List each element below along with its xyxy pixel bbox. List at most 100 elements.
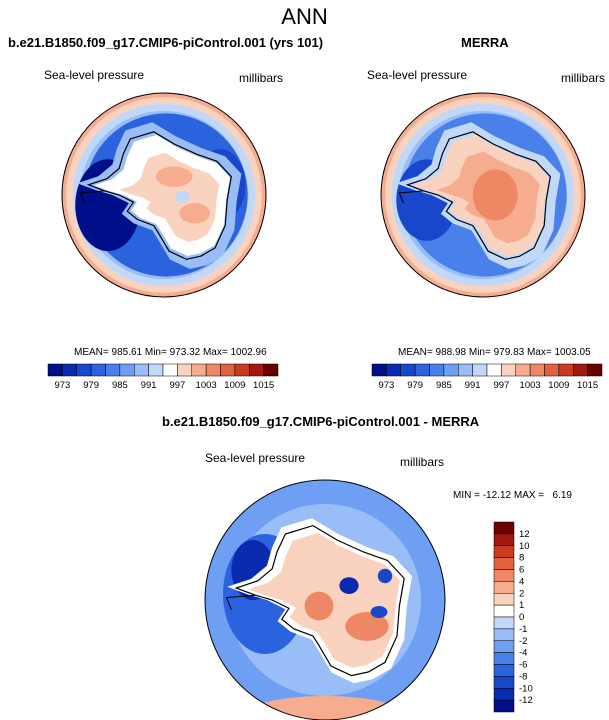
panel1-units: millibars — [239, 71, 284, 85]
map-3-group — [204, 479, 446, 720]
colorbar-3-swatch — [493, 521, 515, 535]
panel3-title: b.e21.B1850.f09_g17.CMIP6-piControl.001 … — [162, 414, 480, 429]
figure-title: ANN — [281, 4, 328, 29]
colorbar-1-swatch — [134, 363, 149, 377]
antarctica-coastline — [86, 131, 232, 260]
map-3-contour-band — [241, 696, 409, 720]
colorbar-3-tick-label: -4 — [519, 648, 527, 659]
map-3-contour-band — [377, 568, 393, 584]
map-2-contour-band — [385, 97, 581, 293]
colorbar-1-tick-label: 985 — [112, 380, 128, 391]
antarctica-coastline — [234, 524, 405, 677]
colorbar-3-tick-label: -6 — [519, 660, 527, 671]
colorbar-1-swatch — [249, 363, 264, 377]
colorbar-2-swatch — [414, 363, 430, 377]
colorbar-2-swatch — [544, 363, 560, 377]
colorbar-2-tick-label: 1003 — [520, 380, 541, 391]
map-3-contour-band — [304, 591, 334, 621]
colorbar-2-tick-label: 973 — [378, 380, 394, 391]
colorbar-2-swatch — [529, 363, 545, 377]
colorbar-2-tick-label: 991 — [465, 380, 481, 391]
colorbar-3-swatch — [493, 604, 515, 618]
colorbar-2-swatch — [371, 363, 387, 377]
map-2-contour-band — [381, 93, 585, 297]
colorbar-3-swatch — [493, 652, 515, 665]
colorbar-3-tick-label: -8 — [519, 671, 527, 682]
map-1-group — [61, 92, 267, 298]
map-1-contour-band — [66, 97, 262, 293]
colorbar-3-swatch — [493, 593, 515, 606]
colorbar-1-swatch — [220, 363, 236, 377]
antarctica-coastline — [405, 131, 551, 260]
map-2-contour-band — [391, 103, 575, 287]
panel3-stats: MIN = -12.12 MAX = 6.19 — [453, 490, 572, 501]
colorbar-3-swatch — [493, 664, 515, 677]
colorbar-3-tick-label: 0 — [519, 612, 524, 623]
colorbar-3-swatch — [493, 533, 515, 546]
colorbar-1: 973 979 985 991 997 1003 1009 1015 — [47, 363, 279, 391]
map-2-group — [380, 92, 586, 298]
colorbar-1-swatch — [234, 363, 250, 377]
map-2-frame — [380, 92, 586, 298]
colorbar-1-swatch — [119, 363, 135, 377]
colorbar-2-tick-label: 1009 — [548, 380, 569, 391]
colorbar-2-swatch — [587, 363, 603, 377]
colorbar-1-swatch — [105, 363, 121, 377]
colorbar-2-swatch — [501, 363, 516, 377]
panel1-title: b.e21.B1850.f09_g17.CMIP6-piControl.001 … — [8, 35, 324, 50]
panel2-variable: Sea-level pressure — [367, 68, 468, 82]
panel1-stats: MEAN= 985.61 Min= 973.32 Max= 1002.96 — [74, 347, 267, 358]
colorbar-2-swatch — [472, 363, 488, 377]
colorbar-1-swatch — [191, 363, 207, 377]
colorbar-3-tick-label: 8 — [519, 553, 524, 564]
colorbar-3-swatch — [493, 545, 515, 558]
map-1-contour-band — [155, 166, 193, 187]
panel3-units: millibars — [400, 455, 445, 469]
map-1-contour-band — [175, 190, 190, 204]
colorbar-1-tick-label: 979 — [83, 380, 99, 391]
colorbar-2-tick-label: 1015 — [577, 380, 598, 391]
map-1-contour-band — [62, 93, 266, 297]
colorbar-1-swatch — [62, 363, 77, 377]
colorbar-3-swatch — [493, 676, 515, 689]
colorbar-3-swatch — [493, 640, 515, 653]
colorbar-2-swatch — [429, 363, 445, 377]
colorbar-1-tick-label: 1009 — [224, 380, 245, 391]
colorbar-1-swatch — [148, 363, 164, 377]
colorbar-3-swatch — [493, 699, 515, 713]
colorbar-3-tick-label: -12 — [519, 695, 533, 706]
colorbar-3-tick-label: -10 — [519, 683, 533, 694]
map-1-contour-band — [179, 203, 210, 224]
colorbar-3-tick-label: 12 — [519, 529, 530, 540]
colorbar-2-swatch — [386, 363, 401, 377]
colorbar-2-swatch — [573, 363, 588, 377]
panel2-title: MERRA — [461, 35, 509, 50]
panel2-stats: MEAN= 988.98 Min= 979.83 Max= 1003.05 — [398, 347, 591, 358]
map-1-frame — [61, 92, 267, 298]
colorbar-1-swatch — [263, 363, 279, 377]
colorbar-3-swatch — [493, 616, 515, 630]
colorbar-3-swatch — [493, 581, 515, 594]
colorbar-1-swatch — [162, 363, 178, 377]
colorbar-1-swatch — [76, 363, 92, 377]
colorbar-1-swatch — [177, 363, 192, 377]
map-3-contour-band — [339, 577, 359, 594]
colorbar-3-tick-label: 1 — [519, 600, 524, 611]
map-3-contour-band — [345, 612, 389, 641]
colorbar-3-tick-label: -2 — [519, 636, 527, 647]
panel2-units: millibars — [561, 71, 606, 85]
colorbar-2-swatch — [443, 363, 459, 377]
map-3-contour-band — [370, 606, 388, 618]
antarctic-peninsula — [225, 594, 256, 610]
colorbar-3-tick-label: 6 — [519, 565, 524, 576]
colorbar-2-swatch — [558, 363, 574, 377]
colorbar-2-swatch — [400, 363, 416, 377]
colorbar-2-swatch — [486, 363, 502, 377]
panel3-variable: Sea-level pressure — [205, 451, 306, 465]
colorbar-3-tick-label: 10 — [519, 541, 530, 552]
colorbar-2-tick-label: 997 — [493, 380, 509, 391]
colorbar-2-swatch — [515, 363, 531, 377]
colorbar-1-tick-label: 997 — [169, 380, 185, 391]
colorbar-1-swatch — [90, 363, 106, 377]
colorbar-1-tick-label: 973 — [54, 380, 70, 391]
